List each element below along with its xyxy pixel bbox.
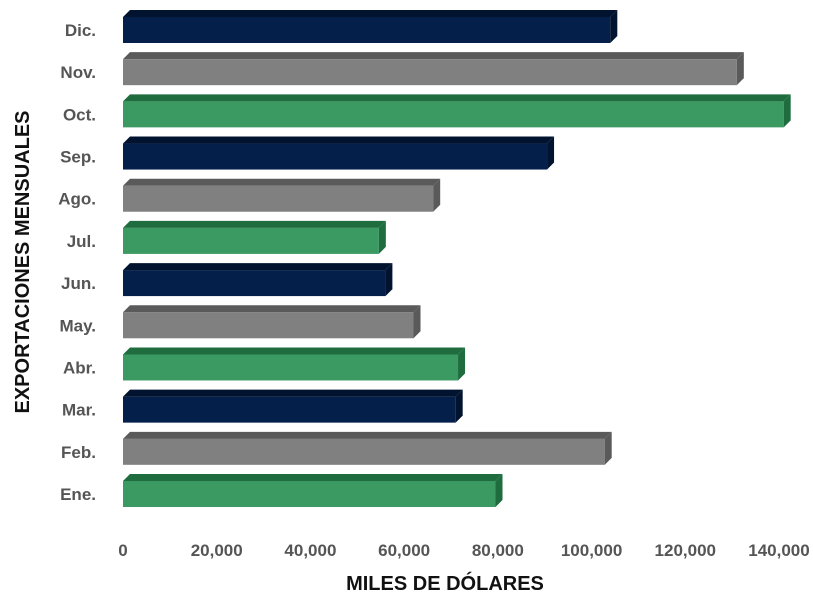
category-label-ene: Ene. <box>60 485 96 504</box>
bar-top-face <box>123 136 555 144</box>
bar-ene <box>123 474 503 507</box>
bar-face <box>123 101 784 128</box>
x-tick-label: 20,000 <box>191 541 243 560</box>
category-label-jul: Jul. <box>67 232 96 251</box>
bar-sep <box>123 136 555 170</box>
x-axis-title: MILES DE DÓLARES <box>346 571 544 595</box>
category-label-sep: Sep. <box>60 148 96 167</box>
bar-mar <box>123 389 463 423</box>
bar-top-face <box>123 389 463 397</box>
bar-face <box>123 438 605 465</box>
x-tick-label: 100,000 <box>561 541 622 560</box>
bar-face <box>123 17 611 43</box>
x-tick-label: 140,000 <box>748 541 809 560</box>
bar-jun <box>123 263 393 297</box>
bar-face <box>123 481 496 507</box>
category-label-ago: Ago. <box>58 190 96 209</box>
bar-oct <box>123 94 791 128</box>
bar-face <box>123 59 737 86</box>
bar-side-face <box>610 10 618 43</box>
category-label-may: May. <box>59 316 96 335</box>
x-tick-label: 80,000 <box>472 541 524 560</box>
bar-dic <box>123 10 618 43</box>
bar-top-face <box>123 178 441 186</box>
bar-ago <box>123 178 441 212</box>
bar-jul <box>123 220 386 254</box>
bar-top-face <box>123 347 466 355</box>
category-label-mar: Mar. <box>62 401 96 420</box>
y-axis-title: EXPORTACIONES MENSUALES <box>12 111 34 414</box>
bar-face <box>123 227 379 254</box>
category-label-oct: Oct. <box>63 105 96 124</box>
x-tick-label: 40,000 <box>284 541 336 560</box>
x-tick-label: 60,000 <box>378 541 430 560</box>
bar-top-face <box>123 431 612 439</box>
bar-side-face <box>433 178 441 212</box>
bar-side-face <box>495 474 503 507</box>
bar-side-face <box>458 347 466 381</box>
bar-face <box>123 270 386 297</box>
bars-group <box>123 10 791 507</box>
bar-face <box>123 143 548 170</box>
bar-side-face <box>413 305 421 339</box>
bar-face <box>123 354 459 381</box>
category-label-nov: Nov. <box>60 63 96 82</box>
bar-top-face <box>123 263 393 271</box>
bar-side-face <box>385 263 393 297</box>
bar-side-face <box>736 52 744 86</box>
bar-face <box>123 185 434 212</box>
bar-feb <box>123 431 612 465</box>
bar-face <box>123 312 414 339</box>
x-tick-labels: 0 20,000 40,000 60,000 80,000 100,000 120,000 1… <box>118 541 809 560</box>
bar-top-face <box>123 52 744 60</box>
x-tick-label: 120,000 <box>655 541 716 560</box>
bar-top-face <box>123 305 421 313</box>
bar-side-face <box>378 220 386 254</box>
category-label-abr: Abr. <box>63 358 96 377</box>
category-labels: Ene. Feb. Mar. Abr. May. Jun. Jul. Ago. Sep. Oct.… <box>58 21 96 504</box>
category-label-feb: Feb. <box>61 443 96 462</box>
bar-side-face <box>783 94 791 128</box>
bar-nov <box>123 52 744 86</box>
bar-abr <box>123 347 466 381</box>
bar-side-face <box>455 389 463 423</box>
bar-top-face <box>123 474 503 481</box>
bar-side-face <box>604 431 612 465</box>
category-label-dic: Dic. <box>65 21 96 40</box>
bar-top-face <box>123 220 386 228</box>
bar-top-face <box>123 94 791 102</box>
x-tick-label: 0 <box>118 541 127 560</box>
bar-may <box>123 305 421 339</box>
bar-top-face <box>123 10 618 17</box>
bar-face <box>123 396 456 423</box>
category-label-jun: Jun. <box>61 274 96 293</box>
bar-side-face <box>547 136 555 170</box>
